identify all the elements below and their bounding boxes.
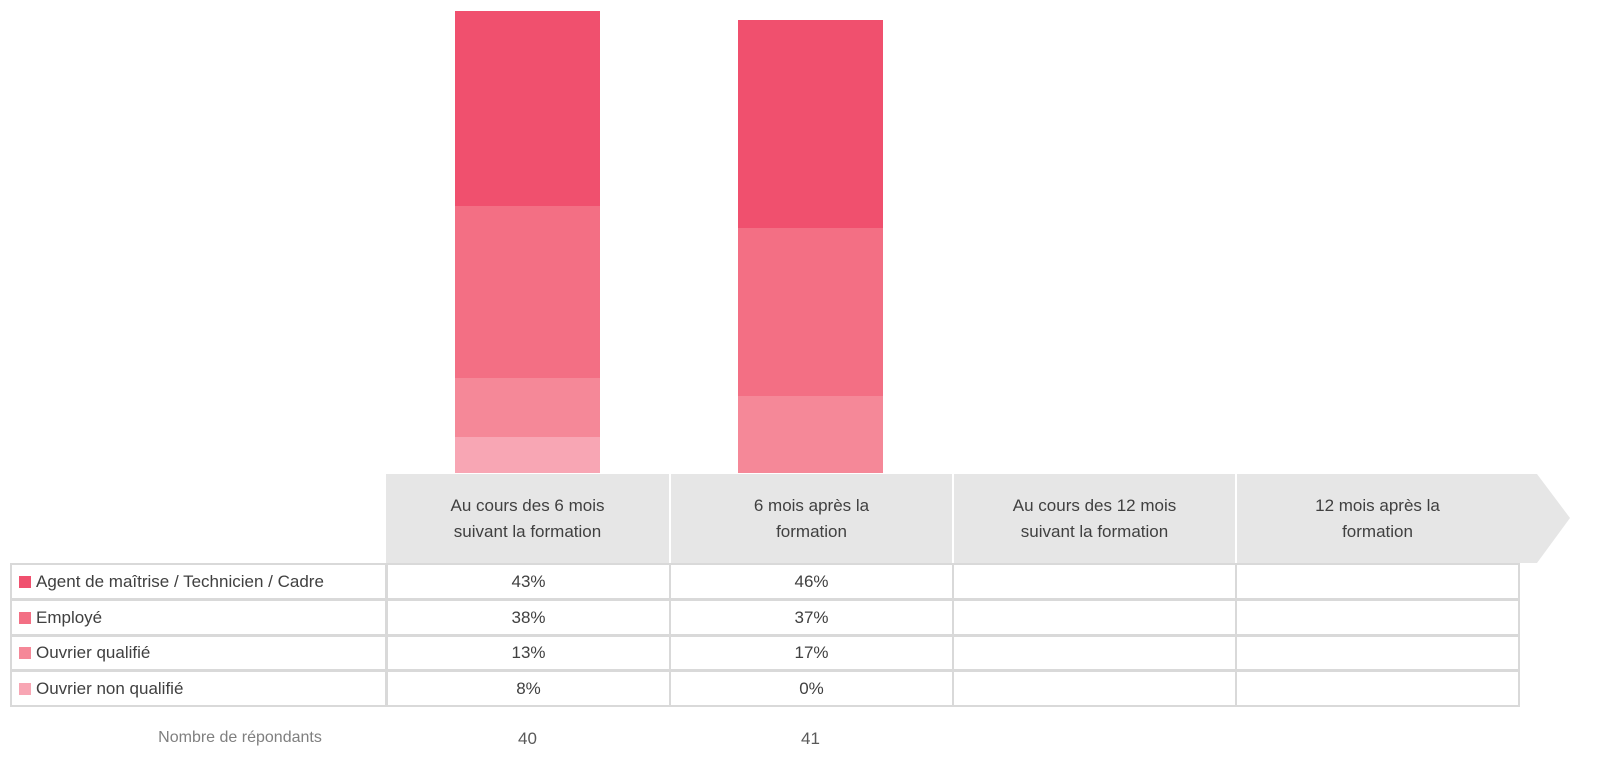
value-cell [952,670,1237,707]
respondents-label: Nombre de répondants [158,729,322,746]
value-cell: 38% [386,599,671,636]
legend-cell: Agent de maîtrise / Technicien / Cadre [10,563,387,600]
value-cell [1235,635,1520,671]
legend-cell: Ouvrier non qualifié [10,670,387,707]
legend-swatch [19,611,31,624]
value-cell: 43% [386,563,671,600]
category-label: Au cours des 6 mois suivant la formation [450,495,605,541]
bar-segment [455,377,600,437]
value-cell: 13% [386,635,671,671]
value-cell: 8% [386,670,671,707]
category-header: Au cours des 6 mois suivant la formation [386,474,669,563]
bar-segment [455,205,600,378]
value-cell: 46% [669,563,954,600]
value-cell [1235,563,1520,600]
category-header: 6 mois après la formation [669,474,952,563]
value-cell: 0% [669,670,954,707]
respondents-value: 40 [518,729,537,748]
legend-label: Agent de maîtrise / Technicien / Cadre [36,571,324,591]
bar-segment [738,20,883,229]
category-label: Au cours des 12 mois suivant la formatio… [1012,495,1177,541]
bar-segment [738,228,883,396]
respondents-value [952,726,1235,752]
legend-label: Ouvrier qualifié [36,643,151,662]
category-header: Au cours des 12 mois suivant la formatio… [952,474,1235,563]
value-cell [1235,599,1520,636]
category-header: 12 mois après la formation [1235,474,1518,563]
legend-cell: Employé [10,599,387,636]
legend-label: Ouvrier non qualifié [36,678,184,698]
legend-swatch [19,647,31,659]
bar-segment [455,10,600,206]
legend-cell: Ouvrier qualifié [10,635,387,671]
legend-swatch [19,575,31,588]
value-cell: 17% [669,635,954,671]
value-cell [1235,670,1520,707]
value-cell [952,599,1237,636]
bar-segment [455,436,600,473]
bar-segment [738,395,883,473]
category-label: 12 mois après la formation [1315,495,1440,541]
respondents-value [1235,726,1518,752]
legend-swatch [19,682,31,695]
respondents-value: 41 [801,729,820,748]
value-cell [952,635,1237,671]
legend-label: Employé [36,607,103,627]
category-label: 6 mois après la formation [753,495,870,541]
header-arrow [386,474,1570,563]
value-cell [952,563,1237,600]
value-cell: 37% [669,599,954,636]
